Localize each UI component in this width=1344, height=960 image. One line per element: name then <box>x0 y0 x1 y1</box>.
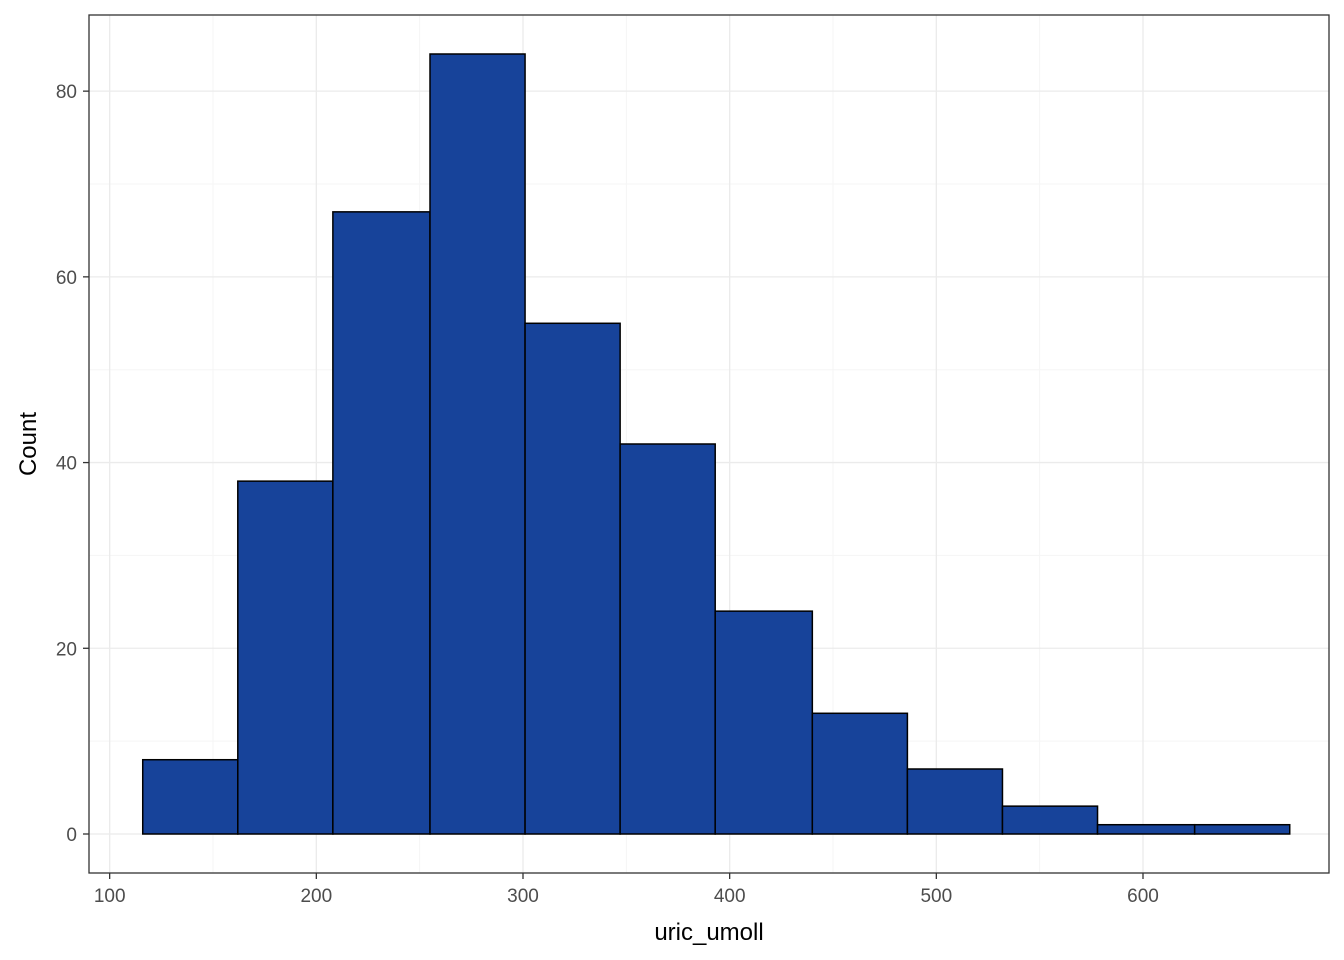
x-axis: 100 200 300 400 500 600 <box>94 873 1159 907</box>
histogram-bar-11 <box>1096 823 1196 835</box>
y-axis: 0 20 40 60 80 <box>56 82 89 846</box>
x-tick-label: 500 <box>920 886 952 907</box>
y-axis-title: Count <box>15 412 42 476</box>
histogram-bar-8 <box>811 712 909 835</box>
y-tick-label: 0 <box>66 825 77 846</box>
histogram-bar-1 <box>141 758 239 835</box>
y-tick-label: 60 <box>56 268 77 289</box>
histogram-bar-2 <box>237 480 334 835</box>
x-tick-label: 300 <box>507 886 539 907</box>
histogram-bar-7 <box>714 610 814 835</box>
x-tick-label: 200 <box>300 886 332 907</box>
y-tick-label: 80 <box>56 82 77 103</box>
x-tick-label: 100 <box>94 886 126 907</box>
histogram-bar-5 <box>524 322 621 835</box>
y-tick-label: 20 <box>56 639 77 660</box>
histogram-bar-9 <box>906 768 1004 835</box>
x-tick-label: 600 <box>1127 886 1159 907</box>
x-tick-label: 400 <box>714 886 746 907</box>
panel-border <box>88 14 1330 874</box>
histogram-bar-3 <box>332 211 431 835</box>
histogram-bar-10 <box>1001 805 1099 835</box>
histogram-bar-4 <box>429 53 526 835</box>
histogram-bar-12 <box>1193 823 1291 835</box>
y-tick-label: 40 <box>56 454 77 475</box>
x-axis-title: uric_umoll <box>654 919 763 946</box>
histogram-bars <box>141 53 1291 835</box>
histogram-bar-6 <box>619 443 716 835</box>
